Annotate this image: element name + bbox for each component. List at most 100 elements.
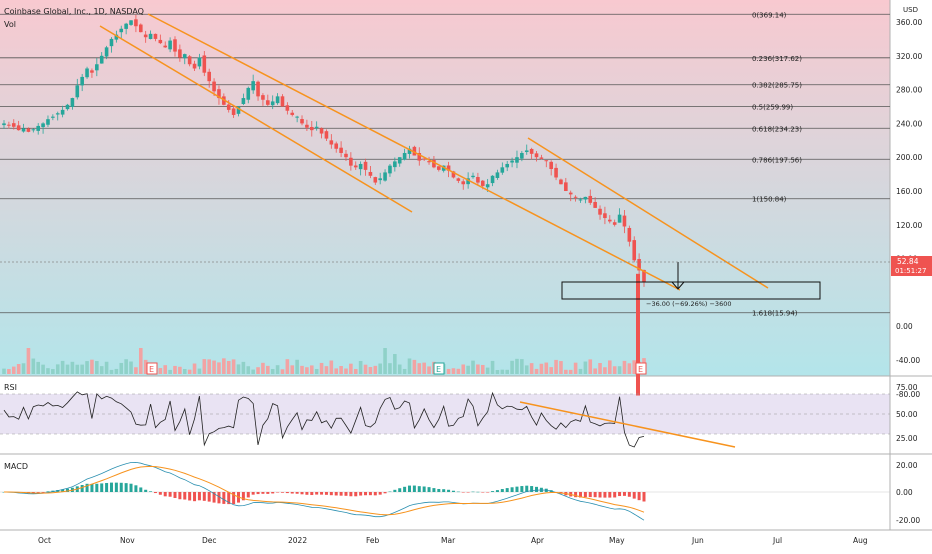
volume-bar xyxy=(114,368,119,374)
candle-body xyxy=(256,81,260,97)
macd-histogram-bar xyxy=(339,492,343,496)
volume-bar xyxy=(11,366,16,374)
volume-bar xyxy=(251,369,255,374)
volume-bar xyxy=(510,360,514,374)
volume-bar xyxy=(90,359,94,374)
macd-line xyxy=(3,461,645,521)
candle-body xyxy=(138,24,143,33)
target-zone-box[interactable] xyxy=(561,281,821,300)
price-unit: USD xyxy=(903,6,918,14)
candle-body xyxy=(427,161,431,163)
rsi-tick-25: 25.00 xyxy=(896,434,918,443)
macd-histogram-bar xyxy=(603,492,607,498)
macd-histogram-bar xyxy=(461,492,465,493)
macd-histogram-bar xyxy=(251,492,255,495)
candle-body xyxy=(622,215,627,227)
macd-histogram-bar xyxy=(466,492,470,493)
candle-body xyxy=(456,178,461,181)
candle-body xyxy=(173,39,177,52)
candle-body xyxy=(485,184,490,188)
macd-histogram-bar xyxy=(359,492,363,496)
channel-line[interactable] xyxy=(99,25,413,213)
candle-body xyxy=(65,104,70,110)
candle-body xyxy=(85,68,89,78)
candle-body xyxy=(270,101,275,106)
volume-bar xyxy=(319,362,324,374)
time-tick: Apr xyxy=(531,536,545,545)
macd-histogram-bar xyxy=(207,492,211,502)
macd-histogram-bar xyxy=(334,492,338,496)
macd-histogram-bar xyxy=(491,491,495,492)
candle-body xyxy=(417,153,422,161)
volume-bar xyxy=(129,361,133,374)
time-axis-bg xyxy=(0,530,932,550)
macd-histogram-bar xyxy=(295,492,299,494)
candle-body xyxy=(285,105,290,111)
price-tick: 120.00 xyxy=(896,221,922,230)
volume-bar xyxy=(476,364,480,374)
svg-text:E: E xyxy=(436,365,441,374)
rsi-label: RSI xyxy=(4,383,17,392)
channel-line[interactable] xyxy=(527,137,769,289)
channel-lines[interactable] xyxy=(99,13,769,291)
volume-bar xyxy=(95,361,99,374)
candle-body xyxy=(534,153,539,158)
volume-bar xyxy=(505,369,510,374)
candle-body xyxy=(344,153,348,158)
macd-histogram-bar xyxy=(124,483,128,492)
macd-histogram-bar xyxy=(354,492,358,497)
target-arrow-head xyxy=(671,281,685,290)
macd-histogram-bar xyxy=(227,492,231,505)
volume-bar xyxy=(104,361,109,374)
rsi-trendline[interactable] xyxy=(519,401,736,448)
candle-body xyxy=(515,157,519,163)
time-tick: Nov xyxy=(120,536,135,545)
volume-bar xyxy=(485,367,490,374)
candle-body xyxy=(309,126,314,131)
current-price-value: 52.84 xyxy=(897,257,919,266)
volume-bar xyxy=(197,368,202,374)
volume-bar xyxy=(187,369,192,374)
volume-bar xyxy=(608,360,612,374)
candle-body xyxy=(632,240,637,261)
volume-bar xyxy=(588,359,593,374)
macd-histogram-bar xyxy=(613,492,617,498)
macd-histogram-bar xyxy=(476,491,480,493)
macd-histogram-bar xyxy=(266,492,270,494)
candle-body xyxy=(520,152,524,159)
candle-body xyxy=(319,128,324,134)
candle-body xyxy=(505,163,510,168)
earnings-marker[interactable]: E xyxy=(635,362,647,375)
volume-bar xyxy=(270,368,275,374)
macd-histogram-bar xyxy=(105,483,109,492)
volume-bar xyxy=(236,364,241,374)
volume-bar xyxy=(305,367,309,374)
candle-body xyxy=(603,213,607,219)
price-tick: 360.00 xyxy=(896,18,922,27)
earnings-marker[interactable]: E xyxy=(146,362,158,375)
macd-histogram-bar xyxy=(193,492,197,502)
volume-bar xyxy=(46,368,50,374)
macd-histogram-bar xyxy=(349,492,353,497)
candle-body xyxy=(7,124,11,126)
volume-bar xyxy=(207,359,211,374)
candle-body xyxy=(114,34,119,40)
macd-histogram-bar xyxy=(66,488,70,492)
volume-bar xyxy=(564,369,568,374)
volume-bar xyxy=(314,368,319,374)
channel-line[interactable] xyxy=(147,13,681,291)
macd-histogram-bar xyxy=(85,483,89,492)
candle-body xyxy=(99,55,104,64)
candles[interactable] xyxy=(2,14,646,396)
candle-body xyxy=(368,171,373,176)
candle-body xyxy=(329,140,334,145)
time-axis[interactable]: Oct Nov Dec 2022 Feb Mar Apr May Jun Jul Aug xyxy=(38,536,868,545)
earnings-marker[interactable]: E xyxy=(433,362,445,375)
candle-body xyxy=(388,165,392,174)
macd-histogram-bar xyxy=(574,492,578,498)
macd-histogram-bar xyxy=(114,482,118,492)
macd-histogram-bar xyxy=(222,492,226,504)
macd-histogram-bar xyxy=(344,492,348,496)
